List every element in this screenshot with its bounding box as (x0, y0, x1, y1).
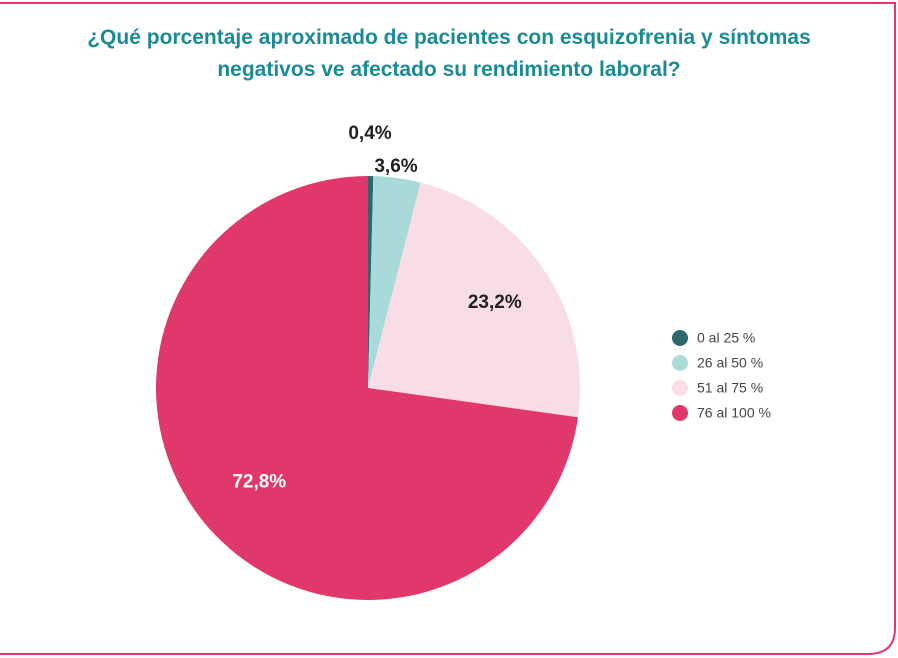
legend-label: 76 al 100 % (697, 405, 771, 421)
pie-slice (368, 182, 580, 418)
pie-slice (368, 176, 374, 388)
data-label: 23,2% (468, 292, 522, 313)
data-label: 3,6% (374, 156, 417, 177)
pie-slice (368, 176, 421, 388)
legend-marker (672, 380, 688, 396)
data-label: 0,4% (348, 123, 391, 144)
legend-marker (672, 355, 688, 371)
data-label: 72,8% (232, 472, 286, 493)
legend-label: 51 al 75 % (697, 380, 763, 396)
legend-marker (672, 330, 688, 346)
legend-label: 0 al 25 % (697, 330, 755, 346)
legend-label: 26 al 50 % (697, 355, 763, 371)
legend-marker (672, 405, 688, 421)
chart-title: ¿Qué porcentaje aproximado de pacientes … (87, 26, 811, 81)
pie-slice (156, 176, 578, 600)
